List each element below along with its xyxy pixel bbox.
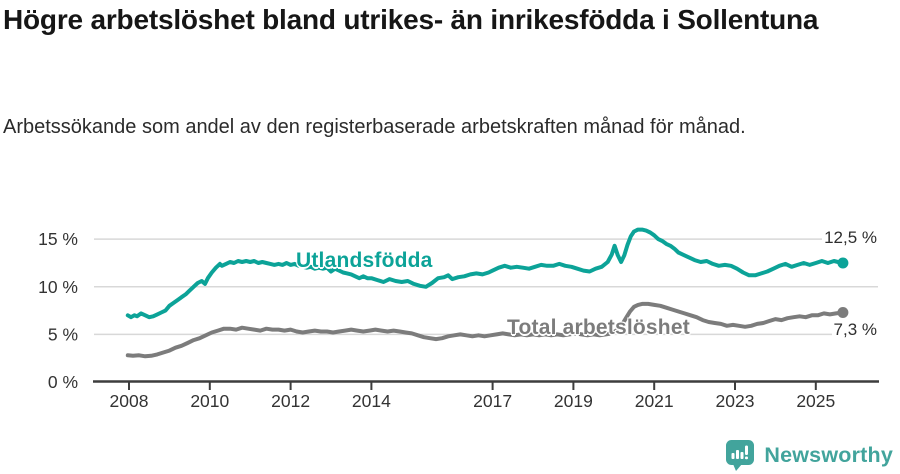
chart-subtitle: Arbetssökande som andel av den registerb… <box>3 116 746 138</box>
series-line-total-arbetsloshet <box>125 301 845 359</box>
x-axis-tick-label: 2017 <box>473 391 512 411</box>
x-axis-tick-label: 2019 <box>554 391 593 411</box>
brand-footer: Newsworthy <box>725 439 893 471</box>
end-value-label-utlandsfodda: 12,5 % <box>822 228 879 248</box>
y-axis-tick-label: 5 % <box>48 324 78 344</box>
x-axis-tick-label: 2023 <box>716 391 755 411</box>
brand-name: Newsworthy <box>764 442 893 467</box>
y-axis-tick-label: 10 % <box>38 277 78 297</box>
x-axis-tick-label: 2012 <box>271 391 310 411</box>
page-title: Högre arbetslöshet bland utrikes- än inr… <box>3 4 819 35</box>
series-end-dot <box>837 257 849 269</box>
series-line-utlandsfodda <box>125 227 845 320</box>
y-axis-tick-label: 0 % <box>48 372 78 392</box>
series-end-dot <box>837 307 849 318</box>
newsworthy-logo-icon <box>726 440 755 471</box>
end-value-label-total: 7,3 % <box>831 320 879 340</box>
x-axis-tick-label: 2021 <box>635 391 674 411</box>
series-label-utlandsfodda: Utlandsfödda <box>296 249 433 272</box>
x-axis-tick-label: 2008 <box>110 391 149 411</box>
x-axis-tick-label: 2014 <box>352 391 391 411</box>
x-axis-tick-label: 2025 <box>796 391 835 411</box>
x-axis-tick-label: 2010 <box>190 391 229 411</box>
series-label-total-arbetsloshet: Total arbetslöshet <box>507 316 690 339</box>
y-axis-tick-label: 15 % <box>38 229 78 249</box>
